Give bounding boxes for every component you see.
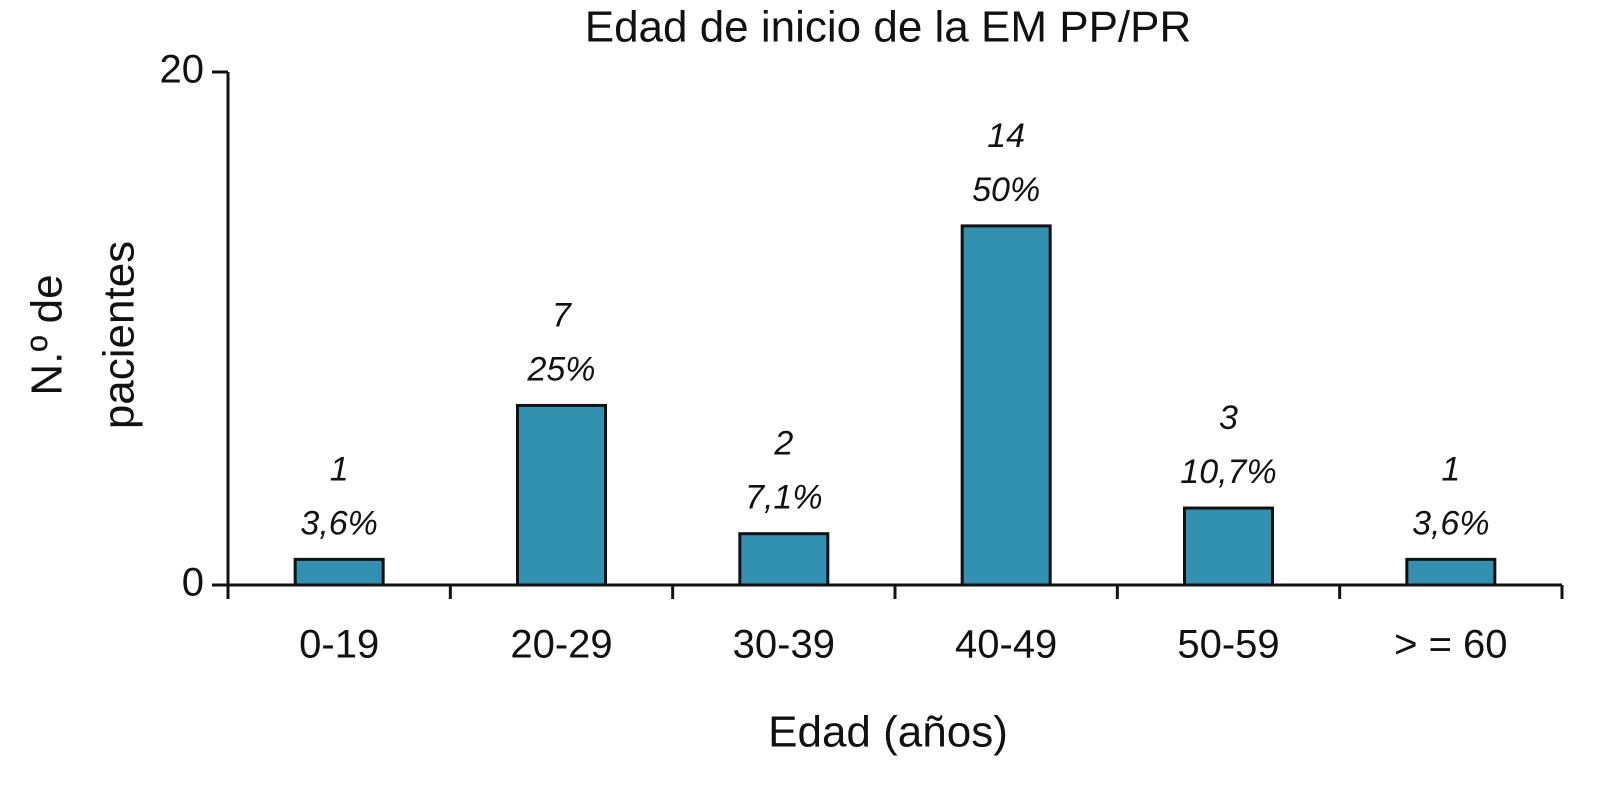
x-tick-label: 40-49	[955, 623, 1057, 667]
y-axis-title: N.º de pacientes	[23, 241, 144, 429]
x-tick-label: 0-19	[299, 623, 379, 667]
bar	[293, 557, 385, 587]
chart-title: Edad de inicio de la EM PP/PR	[585, 3, 1192, 52]
x-tick-label: 50-59	[1177, 623, 1279, 667]
percentage-label: 25%	[526, 350, 595, 388]
y-tick-label: 20	[160, 48, 205, 92]
bar	[738, 532, 830, 587]
percentage-label: 50%	[972, 171, 1040, 209]
percentage-label: 3,6%	[300, 504, 378, 542]
x-tick-label: 20-29	[510, 623, 612, 667]
percentage-label: 3,6%	[1412, 504, 1490, 542]
percentage-label: 7,1%	[745, 479, 823, 517]
y-axis-title-line: pacientes	[95, 241, 144, 429]
bar	[516, 403, 607, 587]
bar	[960, 224, 1052, 587]
value-label: 3	[1219, 399, 1238, 437]
bar	[1183, 506, 1274, 587]
bar	[1405, 557, 1497, 587]
x-tick-label: 30-39	[733, 623, 835, 667]
x-axis-title: Edad (años)	[768, 708, 1008, 757]
value-label: 1	[1441, 450, 1460, 488]
y-axis-title-line: N.º de	[23, 274, 72, 395]
value-label: 7	[552, 296, 572, 334]
value-label: 14	[987, 117, 1025, 155]
percentage-label: 10,7%	[1180, 453, 1276, 491]
value-label: 1	[330, 450, 349, 488]
y-tick-label: 0	[182, 561, 204, 605]
value-label: 2	[773, 425, 793, 463]
x-tick-label: > = 60	[1394, 623, 1507, 667]
